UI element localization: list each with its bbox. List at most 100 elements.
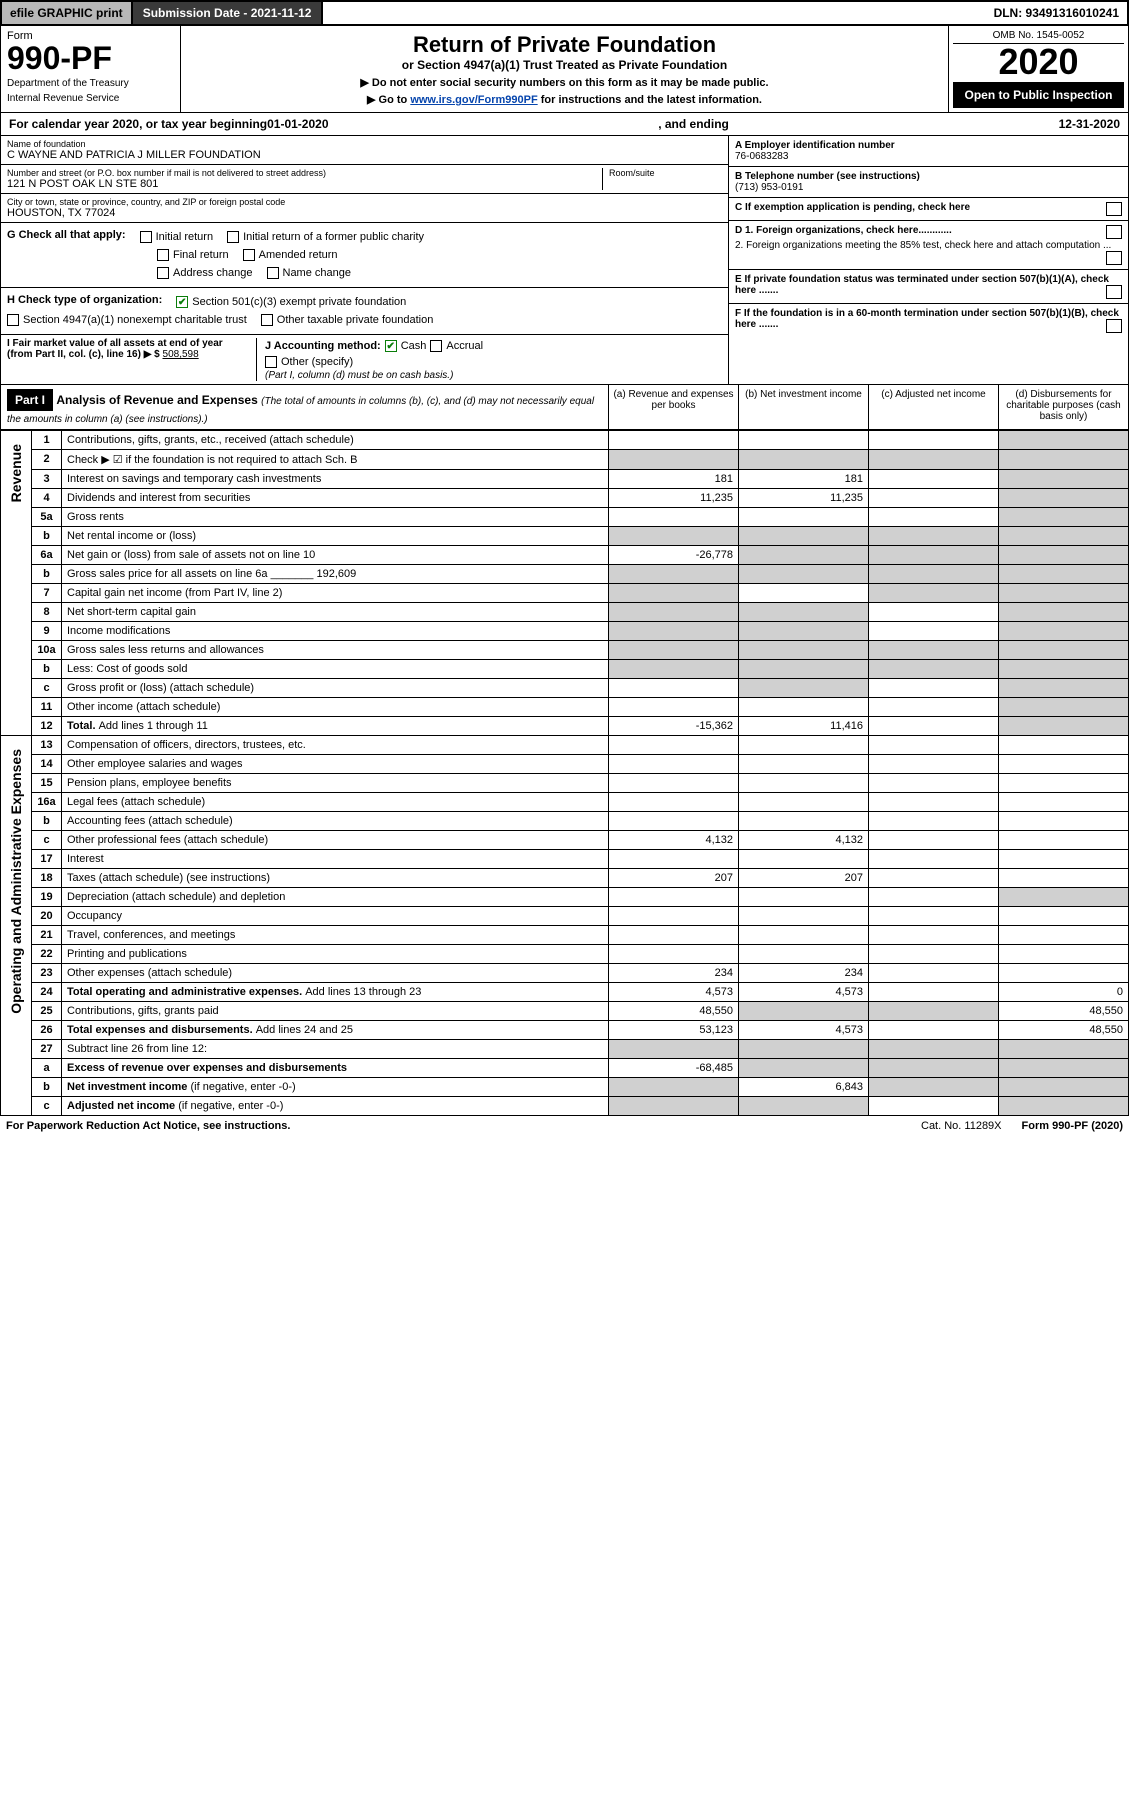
amount-cell: 4,573 — [739, 1021, 869, 1040]
amount-cell — [869, 907, 999, 926]
cbx-85pct[interactable] — [1106, 251, 1122, 265]
amount-cell — [869, 698, 999, 717]
amount-cell — [869, 736, 999, 755]
part1-title-cell: Part I Analysis of Revenue and Expenses … — [1, 385, 608, 429]
amount-cell: 48,550 — [999, 1021, 1129, 1040]
line-description: Excess of revenue over expenses and disb… — [62, 1059, 609, 1078]
cbx-other-method[interactable] — [265, 356, 277, 368]
part1-title: Analysis of Revenue and Expenses — [56, 393, 257, 407]
c-cell: C If exemption application is pending, c… — [729, 198, 1128, 221]
dln: DLN: 93491316010241 — [986, 2, 1127, 24]
line-number: 15 — [32, 774, 62, 793]
irs-form-link[interactable]: www.irs.gov/Form990PF — [410, 94, 537, 106]
amount-cell — [609, 660, 739, 679]
amount-cell — [869, 431, 999, 450]
amount-cell — [609, 793, 739, 812]
page-footer: For Paperwork Reduction Act Notice, see … — [0, 1116, 1129, 1136]
cal-begin: 01-01-2020 — [267, 117, 328, 131]
amount-cell — [869, 1021, 999, 1040]
line-description: Gross rents — [62, 508, 609, 527]
form-title: Return of Private Foundation — [187, 32, 942, 58]
cbx-501c3[interactable] — [176, 296, 188, 308]
submission-date: Submission Date - 2021-11-12 — [133, 2, 324, 24]
cbx-initial-return[interactable] — [140, 231, 152, 243]
line-description: Compensation of officers, directors, tru… — [62, 736, 609, 755]
amount-cell — [609, 698, 739, 717]
amount-cell — [609, 907, 739, 926]
amount-cell — [869, 546, 999, 565]
amount-cell — [869, 622, 999, 641]
amount-cell — [869, 489, 999, 508]
amount-cell: 11,235 — [609, 489, 739, 508]
table-row: cOther professional fees (attach schedul… — [1, 831, 1129, 850]
amount-cell — [999, 736, 1129, 755]
amount-cell: 4,132 — [609, 831, 739, 850]
cbx-other-taxable[interactable] — [261, 314, 273, 326]
amount-cell — [869, 1002, 999, 1021]
table-row: bNet investment income (if negative, ent… — [1, 1078, 1129, 1097]
i-val: 508,598 — [163, 349, 199, 360]
line-description: Interest on savings and temporary cash i… — [62, 470, 609, 489]
cbx-foreign-org[interactable] — [1106, 225, 1122, 239]
amount-cell — [739, 1097, 869, 1116]
amount-cell — [869, 603, 999, 622]
amount-cell: 48,550 — [609, 1002, 739, 1021]
amount-cell — [609, 584, 739, 603]
amount-cell — [999, 546, 1129, 565]
j-accrual: Accrual — [446, 340, 483, 352]
goto-link-line: ▶ Go to www.irs.gov/Form990PF for instru… — [187, 93, 942, 106]
line-description: Total expenses and disbursements. Add li… — [62, 1021, 609, 1040]
amount-cell — [739, 546, 869, 565]
line-number: 17 — [32, 850, 62, 869]
amount-cell — [739, 450, 869, 470]
amount-cell: 207 — [609, 869, 739, 888]
cbx-terminated[interactable] — [1106, 285, 1122, 299]
cbx-60month[interactable] — [1106, 319, 1122, 333]
phone-val: (713) 953-0191 — [735, 182, 1122, 193]
amount-cell — [999, 603, 1129, 622]
amount-cell — [739, 1059, 869, 1078]
cbx-address-change[interactable] — [157, 267, 169, 279]
table-row: 15Pension plans, employee benefits — [1, 774, 1129, 793]
amount-cell — [609, 431, 739, 450]
d2-label: 2. Foreign organizations meeting the 85%… — [735, 240, 1111, 251]
part1-label: Part I — [7, 389, 53, 411]
cbx-cash[interactable] — [385, 340, 397, 352]
cal-end: 12-31-2020 — [1059, 117, 1120, 131]
amount-cell — [999, 641, 1129, 660]
opt-address: Address change — [173, 267, 253, 279]
c-label: C If exemption application is pending, c… — [735, 202, 970, 213]
amount-cell — [739, 774, 869, 793]
amount-cell — [739, 660, 869, 679]
line-description: Interest — [62, 850, 609, 869]
amount-cell — [999, 888, 1129, 907]
cbx-amended[interactable] — [243, 249, 255, 261]
table-row: 4Dividends and interest from securities1… — [1, 489, 1129, 508]
amount-cell — [869, 888, 999, 907]
line-description: Income modifications — [62, 622, 609, 641]
entity-info-grid: Name of foundation C WAYNE AND PATRICIA … — [0, 136, 1129, 385]
tax-year: 2020 — [953, 44, 1124, 80]
amount-cell — [999, 1097, 1129, 1116]
amount-cell — [999, 755, 1129, 774]
cbx-4947[interactable] — [7, 314, 19, 326]
amount-cell — [739, 622, 869, 641]
cbx-exemption-pending[interactable] — [1106, 202, 1122, 216]
amount-cell — [609, 641, 739, 660]
cbx-name-change[interactable] — [267, 267, 279, 279]
a-label: A Employer identification number — [735, 140, 1122, 151]
amount-cell — [999, 508, 1129, 527]
line-number: 4 — [32, 489, 62, 508]
goto-suffix: for instructions and the latest informat… — [538, 94, 762, 106]
cbx-final[interactable] — [157, 249, 169, 261]
line-number: 12 — [32, 717, 62, 736]
cbx-accrual[interactable] — [430, 340, 442, 352]
amount-cell — [609, 850, 739, 869]
opt-amended: Amended return — [259, 249, 338, 261]
cbx-initial-former[interactable] — [227, 231, 239, 243]
line-description: Subtract line 26 from line 12: — [62, 1040, 609, 1059]
i-j-row: I Fair market value of all assets at end… — [1, 335, 728, 384]
amount-cell: -68,485 — [609, 1059, 739, 1078]
line-number: 10a — [32, 641, 62, 660]
efile-print-label[interactable]: efile GRAPHIC print — [2, 2, 133, 24]
